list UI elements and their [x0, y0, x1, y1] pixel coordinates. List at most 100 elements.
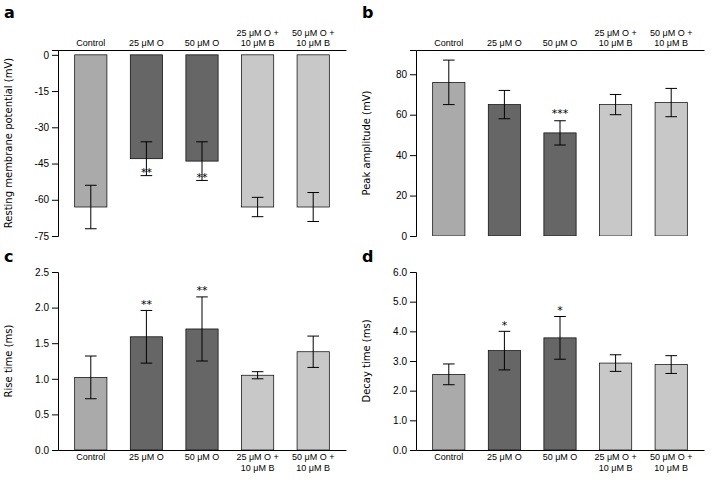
y-tick-mark — [52, 414, 58, 415]
y-tick-label: 80 — [396, 69, 408, 80]
y-tick-label: 0.0 — [393, 445, 407, 456]
bar — [599, 105, 631, 236]
y-tick-label: 3.0 — [393, 356, 407, 367]
y-tick-mark — [52, 450, 58, 451]
y-tick-mark — [52, 379, 58, 380]
bars — [75, 55, 330, 229]
y-axis-title: Decay time (ms) — [361, 319, 372, 402]
x-tick: Control — [434, 38, 463, 48]
y-axis-line — [410, 273, 417, 451]
y-tick: 0.5 — [35, 409, 58, 420]
x-tick: 25 μM O — [487, 452, 522, 462]
x-tick: 25 μM O +10 μM B — [594, 28, 636, 48]
y-tick-mark — [52, 343, 58, 344]
error-bar-cap — [499, 369, 511, 370]
x-tick-label: 50 μM O — [543, 452, 578, 462]
x-tick-label-line: 25 μM O — [129, 452, 164, 462]
y-tick-label: 6.0 — [393, 267, 407, 278]
x-tick-label-line: 10 μM B — [654, 38, 688, 48]
bars — [433, 317, 688, 451]
y-tick-mark — [52, 91, 58, 92]
error-bar-stem — [560, 121, 561, 145]
x-tick-label: Control — [434, 38, 463, 48]
y-tick-label: 0 — [43, 50, 49, 61]
error-bar — [141, 310, 153, 363]
error-bar-stem — [560, 317, 561, 360]
y-tick-label: 2.0 — [35, 302, 49, 313]
y-tick: 2.5 — [35, 267, 58, 278]
panel: 0.01.02.03.04.05.06.0Control25 μM O50 μM… — [361, 247, 705, 473]
y-tick-label: -15 — [35, 86, 50, 97]
y-axis-line — [410, 51, 417, 237]
x-tick-label: 50 μM O — [185, 452, 220, 462]
x-axis: Control 25 μM O 50 μM O 25 μM O +10 μM B 50 … — [417, 451, 705, 473]
y-tick: 1.0 — [393, 415, 416, 426]
x-tick-label-line: 25 μM O — [487, 452, 522, 462]
error-bar — [252, 197, 264, 216]
x-tick-label-line: 50 μM O + — [650, 28, 692, 38]
error-bar — [307, 336, 319, 367]
panel-label: c — [4, 247, 13, 266]
y-tick-label: -60 — [35, 194, 50, 205]
x-tick-label-line: Control — [434, 452, 463, 462]
x-tick-label: 25 μM O — [129, 452, 164, 462]
x-tick: 50 μM O +10 μM B — [650, 452, 692, 472]
error-bar-cap — [610, 371, 622, 372]
bar — [241, 375, 273, 450]
y-tick-mark — [52, 272, 58, 273]
y-tick-mark — [410, 361, 416, 362]
error-bar-cap — [85, 228, 97, 229]
error-bar — [554, 121, 566, 145]
y-tick: 0.0 — [393, 445, 416, 456]
y-tick: -15 — [35, 86, 58, 97]
y-tick-label: 60 — [396, 109, 408, 120]
bar — [433, 374, 465, 450]
x-tick-label-line: 25 μM O + — [236, 28, 278, 38]
error-bar-stem — [448, 364, 449, 385]
error-bar — [610, 355, 622, 372]
x-tick-label: 50 μM O +10 μM B — [292, 28, 334, 48]
error-bar-cap — [252, 371, 264, 372]
error-bar-stem — [615, 94, 616, 114]
x-tick: 25 μM O — [129, 452, 164, 462]
x-tick-label: 25 μM O +10 μM B — [594, 452, 636, 472]
y-tick: 1.0 — [35, 374, 58, 385]
panel: 0.00.51.01.52.02.5Control25 μM O50 μM O2… — [3, 247, 347, 473]
y-tick: 80 — [396, 69, 416, 80]
bar — [241, 55, 273, 207]
error-bar-stem — [671, 88, 672, 116]
error-bar-cap — [307, 367, 319, 368]
error-bar-cap — [307, 336, 319, 337]
y-tick: 2.0 — [393, 385, 416, 396]
error-bar-cap — [610, 114, 622, 115]
x-tick: 25 μM O +10 μM B — [236, 28, 278, 48]
x-tick-label-line: 10 μM B — [599, 38, 633, 48]
bar — [544, 133, 576, 236]
y-tick: 0.0 — [35, 445, 58, 456]
significance-label: *** — [552, 107, 569, 120]
error-bar — [610, 94, 622, 114]
y-tick: 40 — [396, 150, 416, 161]
error-bar-cap — [665, 355, 677, 356]
y-tick-mark — [410, 155, 416, 156]
y-tick-label: 1.0 — [35, 374, 49, 385]
panel: 020406080Control25 μM O50 μM O25 μM O +1… — [361, 3, 705, 242]
error-bar-stem — [257, 372, 258, 379]
error-bar-cap — [610, 94, 622, 95]
x-tick: 25 μM O — [129, 38, 164, 48]
y-tick: 5.0 — [393, 296, 416, 307]
error-bar — [307, 193, 319, 222]
x-tick-label-line: 10 μM B — [296, 463, 330, 473]
error-bar-cap — [443, 384, 455, 385]
bar — [297, 55, 329, 207]
y-tick-mark — [52, 164, 58, 165]
error-bar-cap — [665, 116, 677, 117]
x-tick: Control — [434, 452, 463, 462]
y-tick-label: -45 — [35, 158, 50, 169]
bar — [75, 55, 107, 207]
y-tick: 0 — [401, 231, 416, 242]
error-bar — [85, 185, 97, 228]
error-bar-cap — [85, 185, 97, 186]
y-tick: -30 — [35, 122, 58, 133]
significance-label: * — [557, 304, 563, 317]
